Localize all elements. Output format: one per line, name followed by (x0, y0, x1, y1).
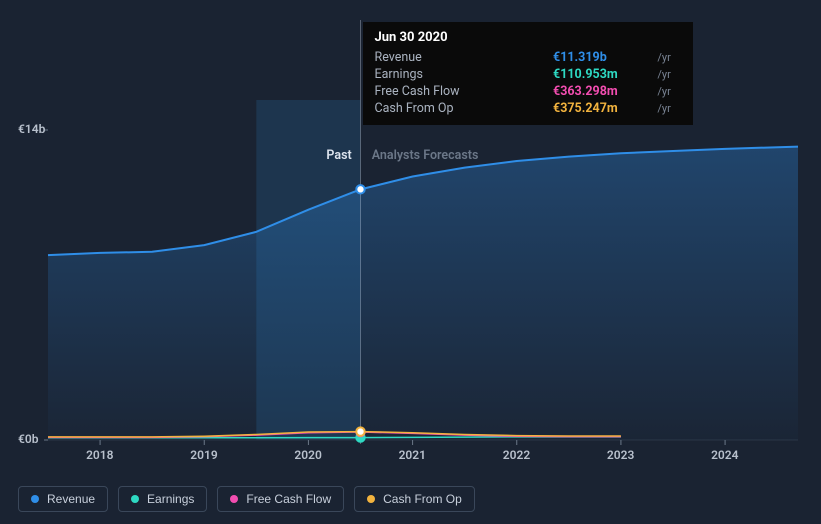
legend-item-label: Cash From Op (383, 492, 462, 506)
y-axis-label-max: €14b (18, 122, 45, 136)
tooltip-row-unit: /yr (653, 83, 680, 100)
tooltip-row-value: €110.953m (553, 66, 653, 83)
x-tick-label: 2018 (86, 448, 113, 462)
hover-tooltip: Jun 30 2020 Revenue€11.319b/yrEarnings€1… (363, 22, 693, 125)
tooltip-row-label: Free Cash Flow (375, 83, 554, 100)
tooltip-row-value: €363.298m (553, 83, 653, 100)
tooltip-row: Revenue€11.319b/yr (375, 49, 681, 66)
tooltip-row-label: Cash From Op (375, 100, 554, 117)
legend: Revenue Earnings Free Cash Flow Cash From O… (18, 486, 475, 512)
region-label-past: Past (326, 148, 351, 163)
legend-item-free-cash-flow[interactable]: Free Cash Flow (217, 486, 344, 512)
legend-dot-icon (367, 495, 375, 503)
tooltip-row: Cash From Op€375.247m/yr (375, 100, 681, 117)
tooltip-row-unit: /yr (653, 66, 680, 83)
tooltip-row-unit: /yr (653, 100, 680, 117)
x-tick-label: 2024 (711, 448, 738, 462)
legend-item-label: Free Cash Flow (246, 492, 331, 506)
x-tick-label: 2023 (607, 448, 634, 462)
legend-item-earnings[interactable]: Earnings (118, 486, 207, 512)
tooltip-row: Earnings€110.953m/yr (375, 66, 681, 83)
legend-dot-icon (131, 495, 139, 503)
x-tick-label: 2022 (503, 448, 530, 462)
tooltip-row-unit: /yr (653, 49, 680, 66)
tooltip-row-value: €11.319b (553, 49, 653, 66)
y-axis-label-min: €0b (18, 432, 38, 446)
tooltip-row-label: Earnings (375, 66, 554, 83)
x-tick-label: 2019 (190, 448, 217, 462)
tooltip-row-label: Revenue (375, 49, 554, 66)
tooltip-date: Jun 30 2020 (375, 30, 681, 45)
legend-item-revenue[interactable]: Revenue (18, 486, 108, 512)
legend-dot-icon (230, 495, 238, 503)
legend-item-label: Earnings (147, 492, 194, 506)
region-label-forecast: Analysts Forecasts (372, 148, 479, 163)
legend-dot-icon (31, 495, 39, 503)
chart-container: €14b €0b Past Analysts Forecasts 2018 201… (0, 0, 821, 524)
tooltip-row: Free Cash Flow€363.298m/yr (375, 83, 681, 100)
legend-item-label: Revenue (47, 492, 95, 506)
tooltip-table: Revenue€11.319b/yrEarnings€110.953m/yrFr… (375, 49, 681, 117)
legend-item-cash-from-op[interactable]: Cash From Op (354, 486, 475, 512)
tooltip-row-value: €375.247m (553, 100, 653, 117)
x-tick-label: 2020 (294, 448, 321, 462)
x-tick-label: 2021 (399, 448, 426, 462)
